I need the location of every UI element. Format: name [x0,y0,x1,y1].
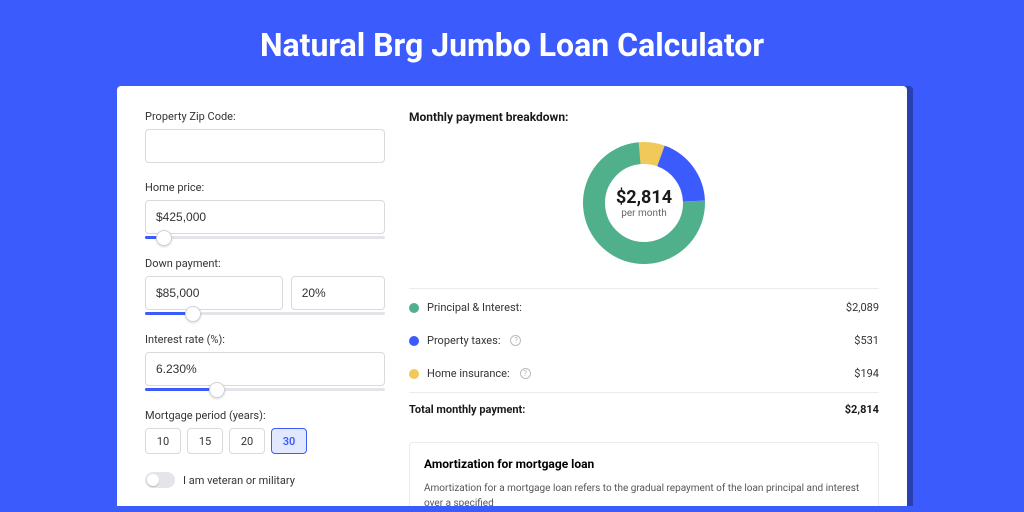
legend-left: Home insurance:? [409,367,531,380]
info-icon[interactable]: ? [520,368,531,379]
breakdown-title: Monthly payment breakdown: [409,110,879,124]
interest-rate-field-group: Interest rate (%): [145,333,385,391]
breakdown-column: Monthly payment breakdown: $2,814 per mo… [409,110,879,506]
zip-label: Property Zip Code: [145,110,385,123]
veteran-label: I am veteran or military [183,474,295,487]
home-price-slider-thumb[interactable] [156,230,172,246]
interest-rate-slider[interactable] [145,388,385,391]
legend-left: Property taxes:? [409,334,521,347]
donut-chart-wrap: $2,814 per month [409,138,879,268]
home-price-slider[interactable] [145,236,385,239]
period-options: 10152030 [145,428,385,454]
legend-value: $531 [854,334,879,347]
legend-label: Property taxes: [427,334,500,347]
amortization-title: Amortization for mortgage loan [424,457,864,471]
legend-row: Principal & Interest: $2,089 [409,291,879,324]
period-option-15[interactable]: 15 [187,428,223,454]
legend-label: Principal & Interest: [427,301,522,314]
period-option-10[interactable]: 10 [145,428,181,454]
zip-field-group: Property Zip Code: [145,110,385,163]
form-column: Property Zip Code: Home price: Down paym… [145,110,385,506]
legend-value: $194 [854,367,879,380]
interest-rate-label: Interest rate (%): [145,333,385,346]
legend-left: Principal & Interest: [409,301,522,314]
legend-row: Property taxes:? $531 [409,324,879,357]
legend-dot [409,369,419,379]
calculator-card: Property Zip Code: Home price: Down paym… [117,86,907,506]
donut-sub: per month [616,208,672,219]
home-price-input[interactable] [145,200,385,234]
legend: Principal & Interest: $2,089 Property taxe… [409,291,879,390]
total-value: $2,814 [845,403,879,416]
down-payment-amount-input[interactable] [145,276,283,310]
home-price-label: Home price: [145,181,385,194]
info-icon[interactable]: ? [510,335,521,346]
down-payment-slider[interactable] [145,312,385,315]
donut-chart: $2,814 per month [579,138,709,268]
veteran-toggle-knob [147,474,159,486]
veteran-toggle-row: I am veteran or military [145,472,385,488]
veteran-toggle[interactable] [145,472,175,488]
period-field-group: Mortgage period (years): 10152030 [145,409,385,454]
legend-separator [409,288,879,289]
interest-rate-input[interactable] [145,352,385,386]
home-price-field-group: Home price: [145,181,385,239]
donut-segment [640,153,661,156]
down-payment-label: Down payment: [145,257,385,270]
down-payment-percent-input[interactable] [291,276,385,310]
period-option-30[interactable]: 30 [271,428,307,454]
legend-dot [409,303,419,313]
zip-input[interactable] [145,129,385,163]
amortization-text: Amortization for a mortgage loan refers … [424,481,864,506]
legend-row: Home insurance:? $194 [409,357,879,390]
period-option-20[interactable]: 20 [229,428,265,454]
legend-value: $2,089 [846,301,879,314]
amortization-box: Amortization for mortgage loan Amortizat… [409,442,879,506]
legend-label: Home insurance: [427,367,510,380]
down-payment-field-group: Down payment: [145,257,385,315]
donut-center: $2,814 per month [616,187,672,219]
down-payment-slider-thumb[interactable] [185,306,201,322]
total-label: Total monthly payment: [409,403,525,416]
interest-rate-slider-fill [145,388,217,391]
interest-rate-slider-thumb[interactable] [209,382,225,398]
legend-dot [409,336,419,346]
page-title: Natural Brg Jumbo Loan Calculator [0,0,1024,86]
donut-amount: $2,814 [616,187,672,208]
period-label: Mortgage period (years): [145,409,385,422]
total-row: Total monthly payment: $2,814 [409,392,879,426]
